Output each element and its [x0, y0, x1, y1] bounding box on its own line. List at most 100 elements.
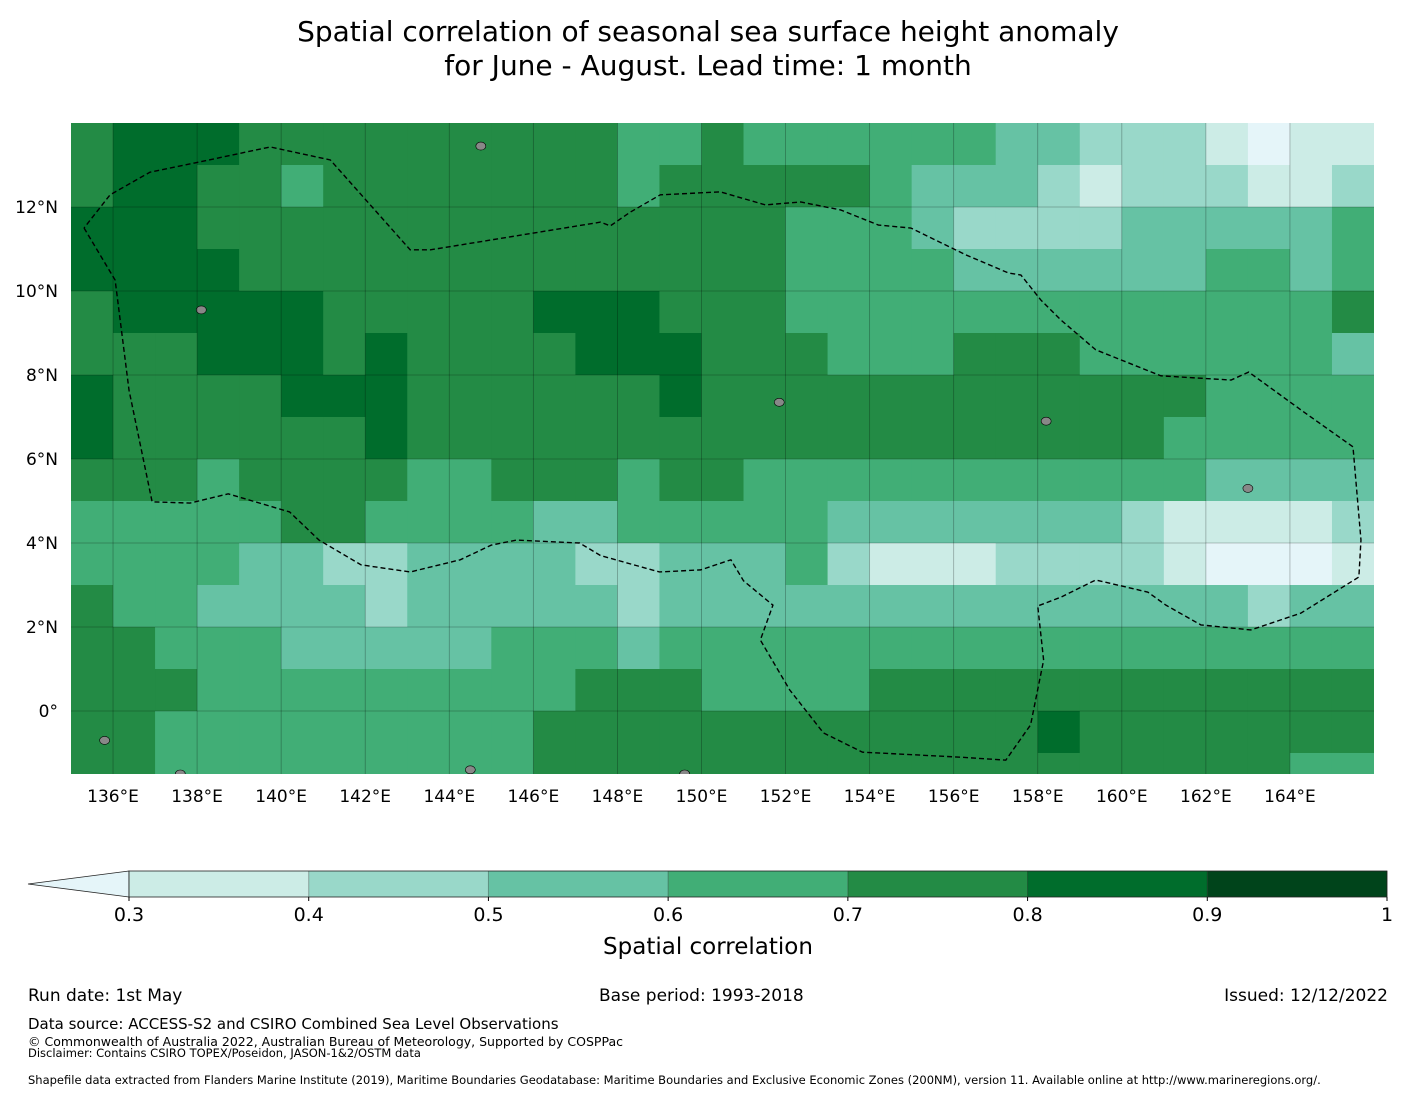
field-cell: [323, 249, 366, 292]
x-tick-label: 146°E: [508, 787, 560, 807]
field-cell: [575, 375, 619, 418]
field-cell: [197, 207, 240, 250]
field-cell: [701, 333, 745, 376]
field-cell: [659, 207, 703, 250]
field-cell: [827, 501, 871, 544]
field-cell: [197, 627, 240, 670]
field-cell: [155, 207, 198, 250]
field-cell: [323, 753, 366, 774]
field-cell: [281, 669, 324, 712]
field-cell: [1247, 669, 1291, 712]
island: [196, 305, 207, 315]
field-cell: [911, 123, 955, 166]
field-cell: [155, 333, 198, 376]
field-cell: [953, 585, 997, 628]
field-cell: [911, 501, 955, 544]
field-cell: [659, 123, 703, 166]
field-cell: [827, 417, 871, 460]
field-cell: [239, 711, 282, 754]
field-cell: [281, 123, 324, 166]
field-cell: [701, 585, 745, 628]
field-cell: [869, 711, 913, 754]
field-cell: [281, 291, 324, 334]
issued-date: Issued: 12/12/2022: [1224, 986, 1388, 1006]
field-cell: [449, 291, 492, 334]
field-cell: [659, 543, 703, 586]
field-cell: [953, 753, 997, 774]
correlation-map: 136°E 138°E 140°E 142°E 144°E 146°E 148°E 150°E…: [15, 123, 1393, 960]
field-cell: [1289, 753, 1333, 774]
field-cell: [155, 459, 198, 502]
field-cell: [407, 627, 450, 670]
field-cell: [785, 711, 829, 754]
field-cell: [953, 123, 997, 166]
field-cell: [449, 459, 492, 502]
field-cell: [1247, 417, 1291, 460]
field-cell: [1331, 459, 1374, 502]
field-cell: [827, 543, 871, 586]
field-cell: [1247, 627, 1291, 670]
field-cell: [113, 711, 156, 754]
field-cell: [71, 333, 114, 376]
field-cell: [281, 459, 324, 502]
x-tick-label: 160°E: [1096, 787, 1148, 807]
field-cell: [113, 207, 156, 250]
field-cell: [995, 207, 1039, 250]
field-cell: [659, 711, 703, 754]
field-cell: [1163, 333, 1207, 376]
field-cell: [575, 249, 619, 292]
field-cell: [575, 459, 619, 502]
field-cell: [659, 291, 703, 334]
field-cell: [953, 459, 997, 502]
field-cell: [1163, 585, 1207, 628]
field-cell: [113, 417, 156, 460]
field-cell: [1079, 459, 1123, 502]
field-cell: [869, 291, 913, 334]
field-cell: [407, 711, 450, 754]
field-cell: [659, 501, 703, 544]
field-cell: [617, 459, 661, 502]
field-cell: [113, 333, 156, 376]
field-cell: [701, 417, 745, 460]
field-cell: [1289, 543, 1333, 586]
field-cell: [995, 501, 1039, 544]
field-cell: [1289, 669, 1333, 712]
field-cell: [113, 249, 156, 292]
field-cell: [323, 501, 366, 544]
field-cell: [869, 669, 913, 712]
field-cell: [281, 627, 324, 670]
field-cell: [197, 123, 240, 166]
field-cell: [197, 165, 240, 208]
colorbar-tick-label: 0.4: [294, 904, 324, 926]
field-cell: [449, 585, 492, 628]
map-field: [71, 123, 1374, 774]
field-cell: [365, 417, 408, 460]
field-cell: [1331, 333, 1374, 376]
colorbar-segment: [488, 871, 669, 897]
field-cell: [1247, 711, 1291, 754]
field-cell: [827, 123, 871, 166]
field-cell: [575, 543, 619, 586]
field-cell: [113, 501, 156, 544]
field-cell: [785, 123, 829, 166]
field-cell: [1037, 753, 1081, 774]
y-tick-label: 2°N: [26, 618, 58, 638]
field-cell: [533, 627, 576, 670]
field-cell: [869, 165, 913, 208]
field-cell: [575, 165, 619, 208]
field-cell: [1121, 753, 1165, 774]
field-cell: [575, 501, 619, 544]
field-cell: [743, 123, 787, 166]
field-cell: [785, 375, 829, 418]
field-cell: [281, 165, 324, 208]
field-cell: [743, 291, 787, 334]
field-cell: [785, 501, 829, 544]
field-cell: [1079, 711, 1123, 754]
field-cell: [1037, 627, 1081, 670]
field-cell: [1037, 711, 1081, 754]
field-cell: [239, 123, 282, 166]
field-cell: [869, 375, 913, 418]
field-cell: [197, 333, 240, 376]
field-cell: [239, 333, 282, 376]
field-cell: [323, 165, 366, 208]
